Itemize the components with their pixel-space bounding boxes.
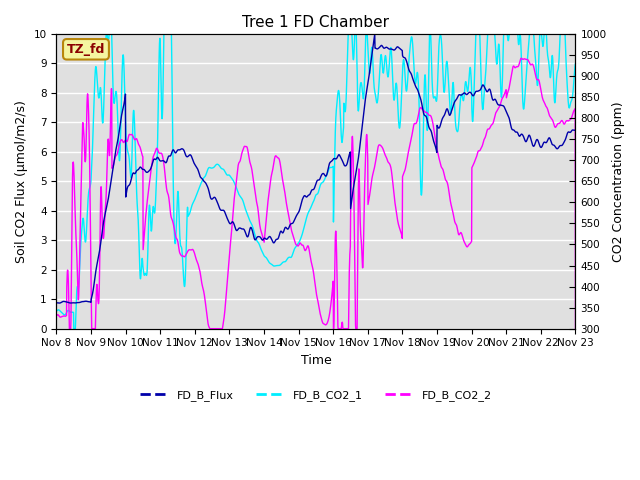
FD_B_Flux — [305, 192, 313, 198]
Title: Tree 1 FD Chamber: Tree 1 FD Chamber — [243, 15, 389, 30]
Line: FD_B_Flux: FD_B_Flux — [56, 34, 575, 303]
FD_B_CO2_1 — [79, 216, 87, 221]
FD_B_CO2_2 — [65, 326, 73, 332]
FD_B_CO2_1 — [305, 208, 313, 214]
FD_B_Flux — [572, 127, 579, 132]
Y-axis label: CO2 Concentration (ppm): CO2 Concentration (ppm) — [612, 101, 625, 262]
FD_B_CO2_1 — [572, 61, 579, 67]
X-axis label: Time: Time — [301, 354, 332, 367]
Line: FD_B_CO2_1: FD_B_CO2_1 — [56, 34, 575, 329]
FD_B_CO2_2 — [572, 326, 579, 332]
FD_B_Flux — [557, 143, 564, 148]
FD_B_Flux — [557, 143, 564, 148]
FD_B_CO2_1 — [292, 244, 300, 250]
FD_B_CO2_1 — [52, 308, 60, 314]
FD_B_CO2_2 — [557, 119, 564, 124]
FD_B_CO2_2 — [557, 119, 564, 125]
FD_B_CO2_1 — [70, 326, 77, 332]
FD_B_Flux — [79, 299, 87, 304]
Y-axis label: Soil CO2 Flux (μmol/m2/s): Soil CO2 Flux (μmol/m2/s) — [15, 100, 28, 263]
FD_B_CO2_2 — [518, 55, 525, 61]
FD_B_CO2_1 — [557, 31, 564, 37]
FD_B_Flux — [56, 300, 63, 306]
Line: FD_B_CO2_2: FD_B_CO2_2 — [56, 58, 575, 329]
FD_B_CO2_2 — [52, 312, 60, 318]
FD_B_Flux — [462, 91, 470, 97]
FD_B_CO2_1 — [462, 79, 470, 84]
FD_B_Flux — [371, 31, 379, 37]
FD_B_CO2_2 — [305, 246, 313, 252]
FD_B_CO2_2 — [291, 240, 299, 246]
FD_B_CO2_1 — [102, 31, 110, 37]
FD_B_Flux — [52, 300, 60, 306]
FD_B_Flux — [291, 215, 299, 221]
FD_B_CO2_2 — [461, 241, 469, 247]
FD_B_CO2_2 — [79, 121, 87, 127]
Legend: FD_B_Flux, FD_B_CO2_1, FD_B_CO2_2: FD_B_Flux, FD_B_CO2_1, FD_B_CO2_2 — [136, 386, 496, 406]
Text: TZ_fd: TZ_fd — [67, 43, 105, 56]
FD_B_CO2_1 — [557, 31, 564, 37]
